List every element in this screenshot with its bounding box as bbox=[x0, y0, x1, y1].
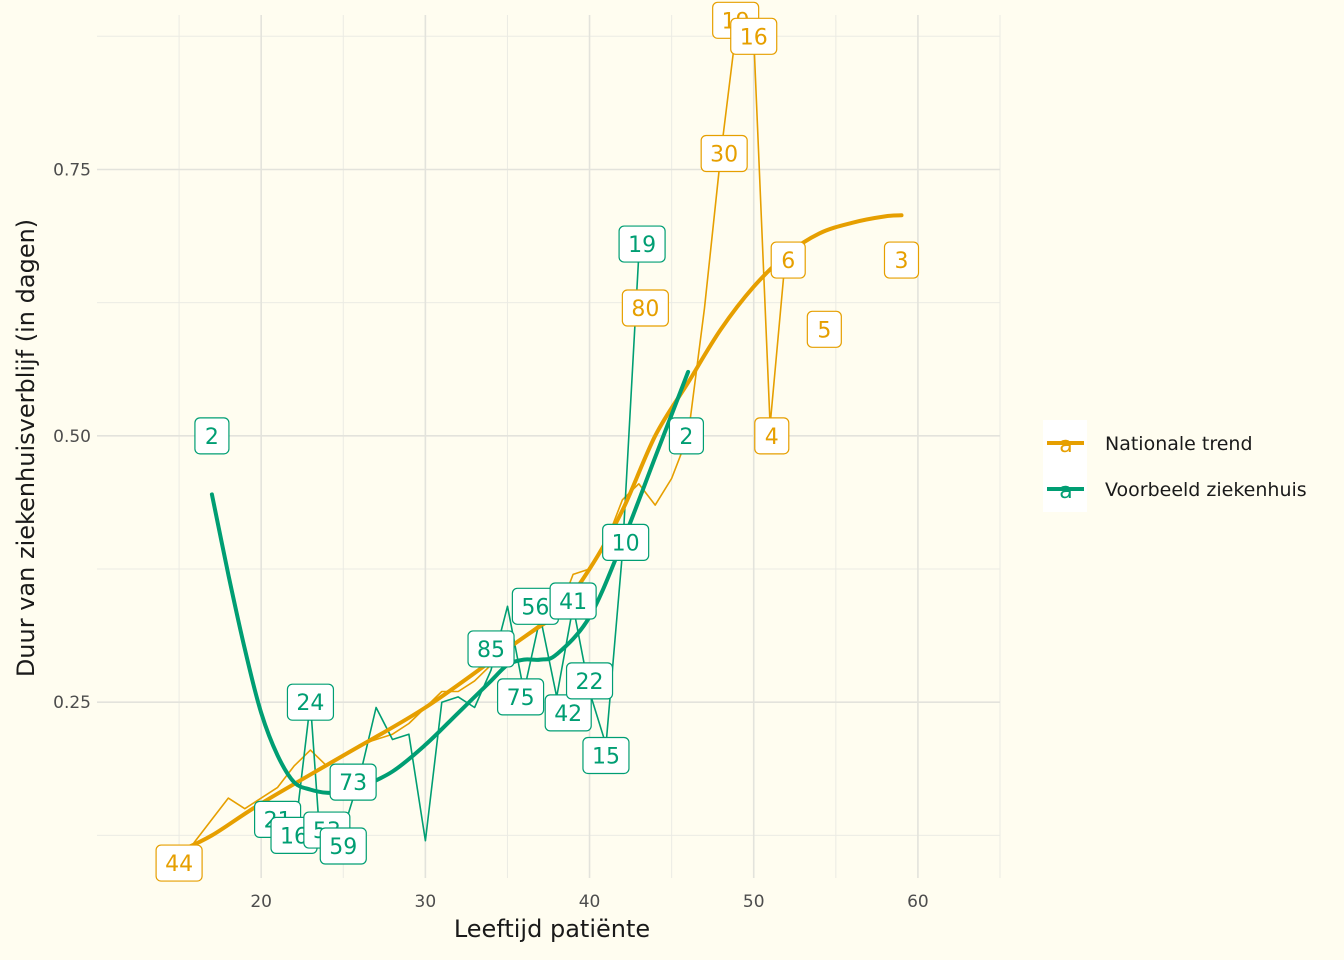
series-1-point-label-13: 15 bbox=[582, 736, 630, 775]
y-tick-label-1: 0.50 bbox=[53, 427, 91, 447]
point-label-box bbox=[602, 523, 650, 561]
series-1-point-label-12: 22 bbox=[565, 662, 614, 700]
x-tick-label-1: 30 bbox=[415, 892, 437, 912]
point-label-text: 30 bbox=[710, 143, 738, 168]
point-label-text: 56 bbox=[521, 595, 549, 620]
point-label-box bbox=[286, 683, 335, 721]
point-label-text: 22 bbox=[576, 670, 604, 695]
point-label-box bbox=[883, 241, 920, 279]
point-label-box bbox=[806, 310, 842, 348]
point-label-box bbox=[582, 736, 630, 775]
series-0-point-label-5: 4 bbox=[754, 417, 790, 455]
series-0-point-label-7: 5 bbox=[806, 310, 842, 348]
point-label-text: 3 bbox=[894, 249, 908, 274]
y-axis-title: Duur van ziekenhuisverblijf (in dagen) bbox=[12, 219, 40, 677]
point-label-text: 44 bbox=[165, 852, 193, 877]
x-axis-ticks: 20 30 40 50 60 bbox=[250, 892, 928, 912]
point-label-box bbox=[467, 630, 515, 668]
point-label-box bbox=[329, 763, 377, 801]
y-tick-label-0: 0.25 bbox=[53, 693, 91, 713]
point-label-box bbox=[700, 134, 748, 173]
series-0-point-label-2: 30 bbox=[700, 134, 748, 173]
series-1-point-label-6: 73 bbox=[329, 763, 377, 801]
legend: a a Nationale trend Voorbeeld ziekenhuis bbox=[1043, 420, 1307, 512]
series-1-point-label-14: 10 bbox=[602, 523, 650, 561]
point-label-box bbox=[319, 827, 367, 865]
point-label-text: 10 bbox=[612, 531, 640, 556]
point-label-text: 24 bbox=[296, 691, 324, 716]
legend-label-voorbeeld-ziekenhuis: Voorbeeld ziekenhuis bbox=[1105, 479, 1307, 501]
point-label-text: 75 bbox=[507, 686, 535, 711]
point-label-text: 42 bbox=[554, 702, 582, 727]
major-gridlines bbox=[97, 15, 1000, 878]
legend-label-nationale-trend: Nationale trend bbox=[1105, 433, 1253, 455]
point-label-box bbox=[621, 289, 669, 327]
point-label-text: 5 bbox=[817, 318, 831, 343]
y-axis-ticks: 0.25 0.50 0.75 bbox=[53, 160, 91, 713]
series-0-point-label-6: 6 bbox=[770, 241, 806, 279]
series-1-point-label-10: 42 bbox=[544, 694, 592, 732]
legend-key-letter-0: a bbox=[1059, 433, 1072, 458]
point-label-text: 2 bbox=[205, 425, 219, 450]
series-0-point-label-4: 16 bbox=[730, 17, 778, 55]
x-tick-label-2: 40 bbox=[579, 892, 601, 912]
series-0-trend-line bbox=[177, 213, 904, 854]
series-0-point-label-1: 80 bbox=[621, 289, 669, 327]
point-label-box bbox=[730, 17, 778, 55]
point-label-text: 41 bbox=[559, 590, 587, 615]
point-label-text: 16 bbox=[740, 25, 768, 50]
point-label-text: 73 bbox=[339, 771, 367, 796]
point-label-text: 85 bbox=[477, 638, 505, 663]
point-labels: 4480301916465322116245359738575564241221… bbox=[155, 1, 920, 882]
point-label-text: 59 bbox=[329, 835, 357, 860]
x-tick-label-0: 20 bbox=[250, 892, 272, 912]
point-label-text: 2 bbox=[679, 425, 693, 450]
point-label-text: 80 bbox=[631, 297, 659, 322]
series-1-point-label-8: 75 bbox=[496, 678, 545, 716]
series-0-point-label-0: 44 bbox=[155, 844, 203, 882]
legend-key-letter-1: a bbox=[1059, 479, 1072, 504]
series-1-point-label-7: 85 bbox=[467, 630, 515, 668]
series-1-point-label-5: 59 bbox=[319, 827, 367, 865]
series-1-point-label-3: 24 bbox=[286, 683, 335, 721]
point-label-text: 19 bbox=[628, 233, 656, 258]
point-label-box bbox=[618, 225, 666, 263]
series-1-point-label-0: 2 bbox=[194, 417, 230, 455]
point-label-box bbox=[565, 662, 614, 700]
point-label-box bbox=[668, 417, 705, 455]
point-label-text: 15 bbox=[592, 744, 620, 769]
series-0-point-label-8: 3 bbox=[883, 241, 920, 279]
series-1-point-label-9: 56 bbox=[511, 587, 559, 625]
x-axis-title: Leeftijd patiënte bbox=[454, 915, 650, 943]
series-1-point-label-16: 2 bbox=[668, 417, 705, 455]
point-label-box bbox=[155, 844, 203, 882]
x-tick-label-3: 50 bbox=[743, 892, 765, 912]
series-1-point-label-15: 19 bbox=[618, 225, 666, 263]
x-tick-label-4: 60 bbox=[907, 892, 929, 912]
point-label-box bbox=[549, 582, 597, 620]
point-label-box bbox=[194, 417, 230, 455]
minor-gridlines bbox=[97, 15, 1001, 878]
point-label-text: 4 bbox=[765, 425, 779, 450]
series-layer bbox=[177, 19, 904, 864]
series-1-point-label-11: 41 bbox=[549, 582, 597, 620]
point-label-box bbox=[770, 241, 806, 279]
point-label-box bbox=[496, 678, 545, 716]
point-label-box bbox=[754, 417, 790, 455]
y-tick-label-2: 0.75 bbox=[53, 160, 91, 180]
point-label-text: 6 bbox=[781, 249, 795, 274]
